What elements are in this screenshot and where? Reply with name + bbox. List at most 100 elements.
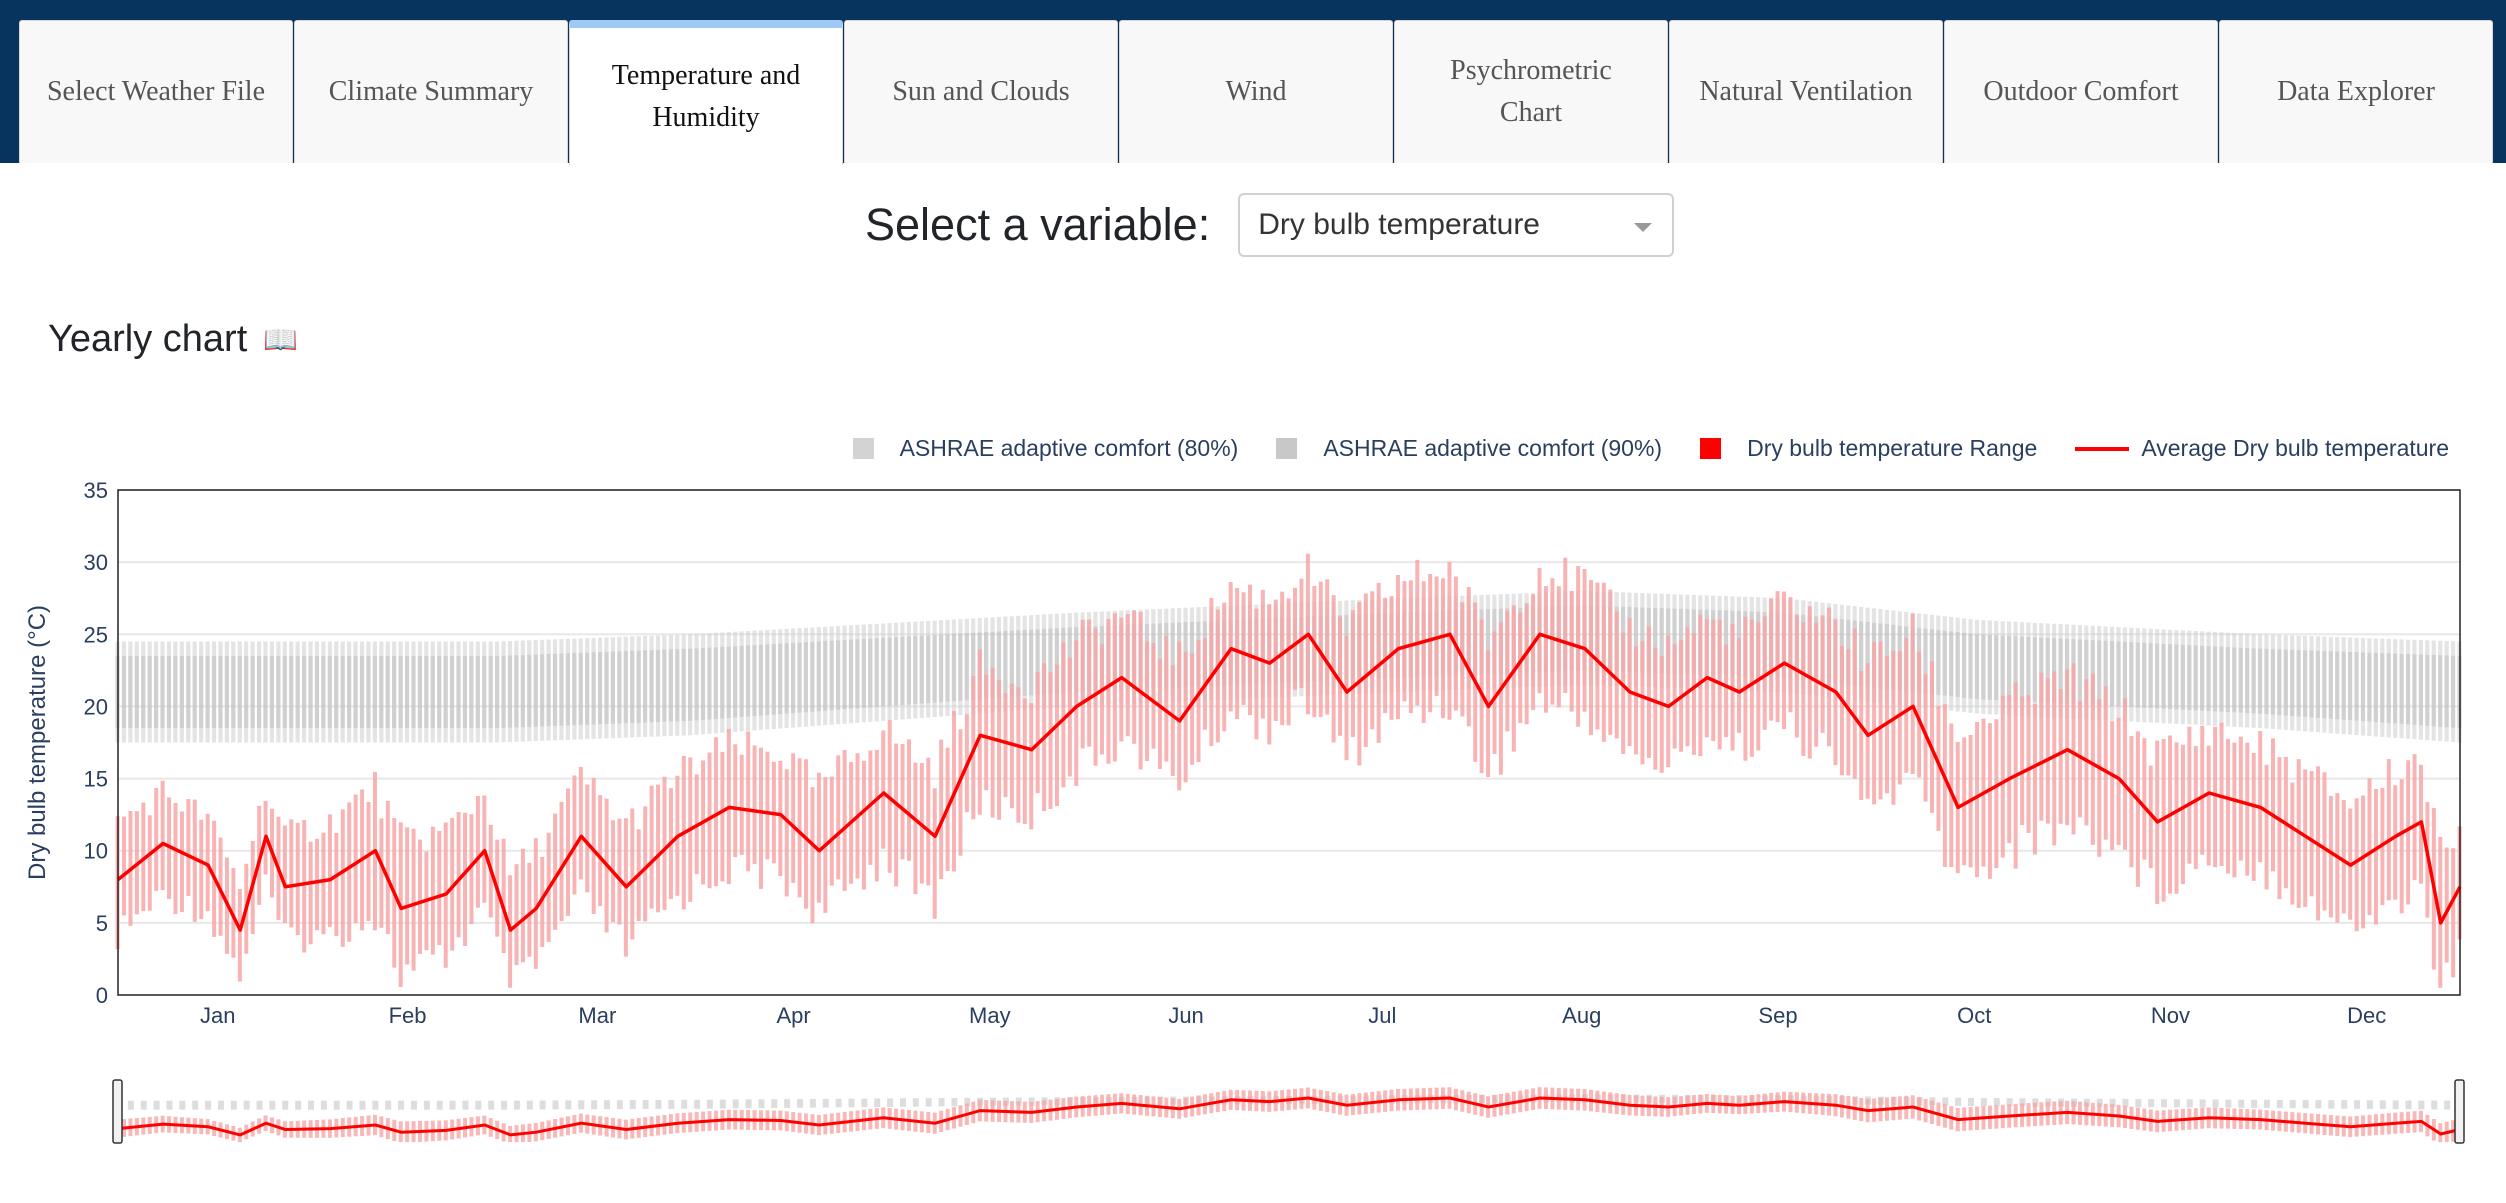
range-bar [1376, 582, 1381, 743]
range-bar [1209, 597, 1214, 747]
comfort-bar [501, 655, 506, 728]
range-bar [2116, 717, 2121, 846]
comfort-bar [372, 655, 377, 729]
slider-right-handle[interactable] [2454, 1079, 2465, 1144]
y-tick-label: 10 [84, 839, 108, 864]
slider-comfort-bar [797, 1099, 804, 1108]
comfort-bar [295, 655, 300, 729]
y-tick-label: 25 [84, 622, 108, 647]
y-tick-label: 5 [96, 911, 108, 936]
slider-comfort-bar [2302, 1100, 2309, 1109]
chevron-down-icon[interactable] [1634, 223, 1653, 232]
range-bar [1936, 706, 1941, 831]
slider-comfort-bar [1980, 1098, 1987, 1107]
range-bar [456, 812, 461, 938]
comfort-bar [475, 655, 480, 729]
comfort-bar [160, 655, 165, 729]
comfort-bar [533, 654, 538, 727]
slider-comfort-bar [2109, 1098, 2116, 1107]
comfort-bar [256, 655, 262, 729]
comfort-bar [675, 649, 680, 722]
comfort-bar [713, 647, 718, 719]
slider-comfort-bar [436, 1100, 443, 1110]
slider-comfort-bar [230, 1100, 237, 1110]
range-bar [1241, 592, 1246, 705]
range-bar [199, 819, 204, 920]
slider-comfort-bar [2019, 1098, 2026, 1107]
comfort-bar [2122, 641, 2128, 707]
slider-comfort-bar [166, 1100, 173, 1110]
slider-left-handle[interactable] [112, 1079, 123, 1144]
range-bar [1222, 602, 1227, 732]
range-bar [2444, 847, 2449, 963]
range-bar [2148, 765, 2153, 869]
tab-select-weather-file[interactable]: Select Weather File [19, 20, 293, 163]
legend-item[interactable]: ASHRAE adaptive comfort (90%) [1276, 435, 1662, 462]
range-bar [585, 784, 590, 893]
comfort-bar [2013, 636, 2018, 702]
comfort-bar [1987, 634, 1992, 700]
comfort-bar [366, 655, 371, 729]
range-bar [1614, 611, 1619, 739]
comfort-bar [681, 648, 686, 722]
book-icon[interactable]: 📖 [263, 324, 299, 355]
range-bar [1486, 650, 1491, 778]
comfort-bar [218, 655, 223, 729]
tab-wind[interactable]: Wind [1119, 20, 1393, 163]
legend-item[interactable]: Average Dry bulb temperature [2075, 435, 2449, 462]
slider-comfort-bar [179, 1100, 186, 1110]
range-bar [2110, 721, 2115, 851]
comfort-bar [456, 655, 461, 729]
slider-comfort-bar [887, 1098, 894, 1107]
tab-outdoor-comfort[interactable]: Outdoor Comfort [1944, 20, 2218, 163]
comfort-bar [1974, 634, 1980, 700]
comfort-bar [424, 655, 429, 729]
tab-natural-ventilation[interactable]: Natural Ventilation [1669, 20, 1943, 163]
slider-comfort-bar [217, 1100, 224, 1110]
range-bar [874, 749, 879, 882]
range-bar [527, 862, 532, 957]
comfort-bar [340, 655, 345, 729]
comfort-bar [404, 655, 410, 729]
comfort-bar [726, 646, 731, 718]
slider-comfort-bar [694, 1099, 701, 1109]
legend-item[interactable]: Dry bulb temperature Range [1700, 435, 2037, 462]
comfort-bar [134, 655, 139, 729]
range-bar [1286, 598, 1291, 726]
slider-comfort-bar [2263, 1099, 2270, 1108]
slider-comfort-bar [822, 1098, 829, 1108]
tab-temperature-and-humidity[interactable]: Temperature and Humidity [569, 20, 843, 165]
tab-sun-and-clouds[interactable]: Sun and Clouds [844, 20, 1118, 163]
slider-comfort-bar [732, 1099, 739, 1109]
y-tick-label: 30 [84, 550, 108, 575]
comfort-bar [745, 645, 751, 717]
comfort-bar [565, 653, 570, 726]
range-bar [1659, 656, 1664, 773]
range-bar [1293, 587, 1298, 690]
comfort-bar [906, 636, 911, 705]
comfort-bar [2219, 646, 2224, 712]
range-bar [533, 838, 538, 969]
comfort-bar [971, 632, 976, 700]
range-bar [1280, 591, 1285, 726]
variable-dropdown[interactable]: Dry bulb temperature [1238, 193, 1675, 257]
legend-item[interactable]: ASHRAE adaptive comfort (80%) [852, 435, 1238, 462]
range-bar [1164, 635, 1169, 762]
slider-comfort-bar [488, 1100, 495, 1110]
tab-climate-summary[interactable]: Climate Summary [294, 20, 568, 163]
slider-comfort-bar [2225, 1099, 2232, 1108]
legend-swatch [852, 438, 874, 459]
tab-data-explorer[interactable]: Data Explorer [2219, 20, 2493, 163]
range-bar [1672, 644, 1677, 749]
range-bar [1022, 698, 1027, 825]
comfort-bar [881, 637, 886, 707]
range-bar [2232, 742, 2237, 878]
slider-comfort-bar [552, 1100, 559, 1110]
range-bar [308, 841, 313, 945]
comfort-bar [1949, 631, 1954, 697]
comfort-bar [758, 644, 764, 716]
comfort-bar [385, 655, 390, 729]
range-bar [836, 755, 841, 880]
range-bar [1801, 622, 1806, 756]
tab-psychrometric-chart[interactable]: Psychrometric Chart [1394, 20, 1668, 163]
